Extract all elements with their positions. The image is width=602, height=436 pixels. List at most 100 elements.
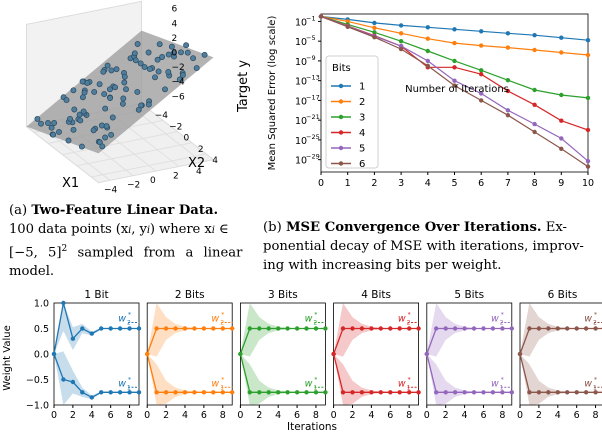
x-tick-label: 8	[127, 410, 133, 421]
x2-tick: 2	[198, 145, 204, 155]
legend-marker	[338, 83, 344, 89]
data-point	[108, 131, 115, 138]
subscript: 2	[313, 320, 317, 327]
w2-point	[192, 326, 197, 331]
legend-marker	[338, 145, 344, 151]
series-5-point	[585, 158, 591, 164]
data-point	[63, 97, 70, 104]
w1-point	[182, 390, 188, 395]
z-tick: 2	[172, 34, 178, 44]
w2-line	[239, 327, 326, 355]
subscript: 2	[407, 320, 411, 327]
w1-point	[407, 390, 412, 395]
series-1-point	[532, 33, 537, 38]
series-4-point	[532, 102, 537, 108]
data-point	[70, 87, 77, 94]
w1-line	[239, 353, 326, 393]
y-tick-label: 10	[295, 136, 307, 147]
data-point	[141, 64, 148, 71]
w1-point	[509, 390, 514, 395]
w1-point	[574, 390, 579, 395]
x-tick-label: 2	[349, 410, 355, 421]
data-point	[56, 128, 62, 135]
y-tick-exponent: −21	[306, 113, 320, 121]
legend-label-3: 3	[359, 113, 365, 124]
subscript: 1	[220, 384, 224, 391]
y-tick-label: 10	[295, 77, 307, 88]
data-point	[102, 105, 109, 112]
w2-point	[434, 326, 439, 331]
w2-star-label: w	[491, 314, 499, 325]
y-tick-label: 10	[295, 156, 307, 167]
w1-point	[593, 390, 598, 395]
w2-point	[416, 326, 421, 331]
x2-tick: 4	[212, 156, 218, 166]
legend-label-5: 5	[359, 144, 365, 155]
w1-point	[192, 390, 197, 395]
w1-line	[146, 353, 233, 393]
subscript: 1	[500, 384, 504, 391]
w2-point	[323, 326, 328, 331]
x-tick-label: 8	[406, 410, 412, 421]
data-point	[78, 143, 85, 150]
data-point	[162, 86, 168, 93]
data-point	[184, 49, 191, 56]
w1-star-label: w	[584, 378, 592, 389]
y-axis-label: Mean Squared Error (log scale)	[267, 16, 278, 171]
legend-label-4: 4	[359, 128, 365, 139]
w2-band	[333, 303, 419, 357]
panel-title: 2 Bits	[175, 289, 205, 301]
series-2-point	[398, 31, 404, 36]
series-5-point	[559, 136, 564, 141]
w1-point	[276, 390, 281, 395]
w1-point	[294, 390, 300, 395]
x-tick-label: 6	[478, 178, 484, 189]
w1-point	[80, 390, 85, 395]
data-point	[120, 95, 127, 102]
w1-star-label: w	[211, 378, 219, 389]
w2-point	[154, 326, 159, 331]
w2-point	[266, 326, 271, 331]
data-point	[106, 86, 113, 93]
y-tick-exponent: −9	[306, 54, 316, 62]
figure-b-mse-chart: 0 1 2 3 4 5 6 7 8 9 1010−110−510−910−1310−1710−211…	[267, 13, 594, 189]
series-2-point	[559, 50, 564, 55]
w2-star-label: w	[118, 314, 126, 325]
w2-point	[108, 326, 113, 331]
data-point	[51, 120, 58, 126]
caption-b: (b) MSE Convergence Over Iterations. Ex-…	[263, 220, 584, 273]
x-tick-label: 8	[499, 410, 505, 421]
series-1-point	[585, 38, 591, 43]
w1-point	[173, 390, 178, 395]
w2-line	[53, 302, 139, 355]
x-tick-label: 10	[582, 178, 594, 189]
x-tick-label: 6	[387, 410, 393, 421]
x2-axis-label: X2	[188, 156, 205, 171]
x1-tick: −2	[127, 181, 140, 191]
x-tick-label: 1	[345, 178, 351, 189]
w2-point	[220, 326, 225, 331]
w1-point	[211, 390, 216, 395]
w1-point	[304, 390, 309, 395]
x-tick-label: 2	[371, 178, 377, 189]
series-3-point	[559, 92, 564, 98]
w1-point	[108, 390, 113, 395]
x-tick-label: 4	[555, 410, 561, 421]
series-2-point	[479, 43, 484, 48]
w2-point	[304, 326, 309, 331]
series-4-point	[452, 65, 457, 70]
data-point	[77, 117, 84, 124]
w2-point	[211, 326, 216, 331]
x2-tick: −2	[169, 122, 182, 132]
w1-band	[54, 351, 139, 405]
data-point	[45, 120, 51, 126]
data-point	[137, 60, 144, 67]
data-point	[165, 51, 172, 58]
superscript: *	[221, 312, 224, 319]
data-point	[135, 106, 142, 113]
legend-label-2: 2	[359, 97, 365, 108]
w2-point	[397, 326, 402, 331]
superscript: *	[314, 312, 317, 319]
x-tick-label: 4	[425, 178, 431, 189]
